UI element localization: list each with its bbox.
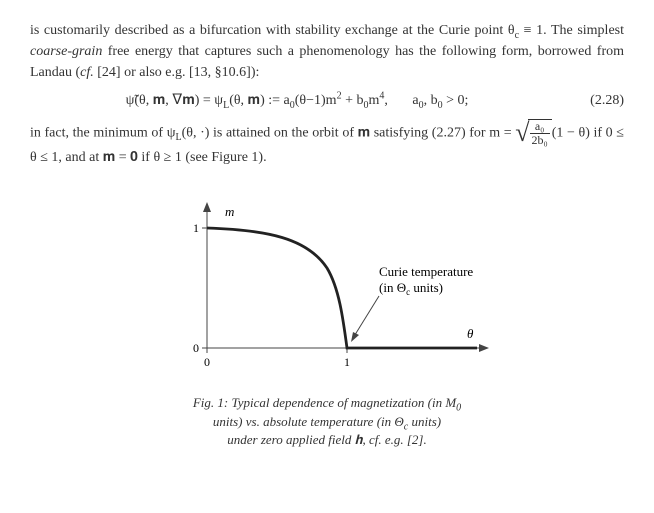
text: ≡ 1. The simplest (519, 23, 624, 38)
y-tick-1: 1 (193, 221, 199, 235)
text: in fact, the minimum of ψ (30, 125, 175, 140)
figure-1: m θ 1 0 0 1 Curie temperature (in Θc uni… (30, 188, 624, 449)
x-tick-0: 0 (204, 355, 210, 369)
theta-c: θc (508, 23, 519, 38)
paragraph-2: in fact, the minimum of ψL(θ, ·) is atta… (30, 119, 624, 168)
text: [24] or also e.g. [13, §10.6]): (94, 65, 260, 80)
equation-2-28: ψ̃(θ, 𝐦, ∇𝐦) = ψL(θ, 𝐦) := a0(θ−1)m2 + b… (30, 93, 624, 109)
curie-annot-line1: Curie temperature (379, 264, 473, 279)
figure-caption: Fig. 1: Typical dependence of magnetizat… (30, 394, 624, 449)
text: is customarily described as a bifurcatio… (30, 23, 508, 38)
m-axis-label: m (225, 204, 234, 219)
paragraph-1: is customarily described as a bifurcatio… (30, 20, 624, 83)
curie-annot-line2: (in Θc units) (379, 280, 443, 297)
coarse-grain: coarse-grain (30, 44, 102, 59)
text: (θ, ·) is attained on the orbit of 𝐦 sat… (182, 125, 486, 140)
equation-body: ψ̃(θ, 𝐦, ∇𝐦) = ψL(θ, 𝐦) := a0(θ−1)m2 + b… (30, 93, 564, 109)
y-tick-0: 0 (193, 341, 199, 355)
m-equals: m = (489, 125, 515, 140)
figure-plot: m θ 1 0 0 1 Curie temperature (in Θc uni… (147, 188, 507, 388)
theta-axis-label: θ (467, 326, 474, 341)
cf: cf. (80, 65, 94, 80)
sqrt-expr: √a₀2b₀(1 − θ) if 0 ≤ θ ≤ 1, and at 𝐦 = 𝟎… (515, 119, 551, 147)
x-tick-1: 1 (344, 355, 350, 369)
equation-number: (2.28) (564, 93, 624, 109)
